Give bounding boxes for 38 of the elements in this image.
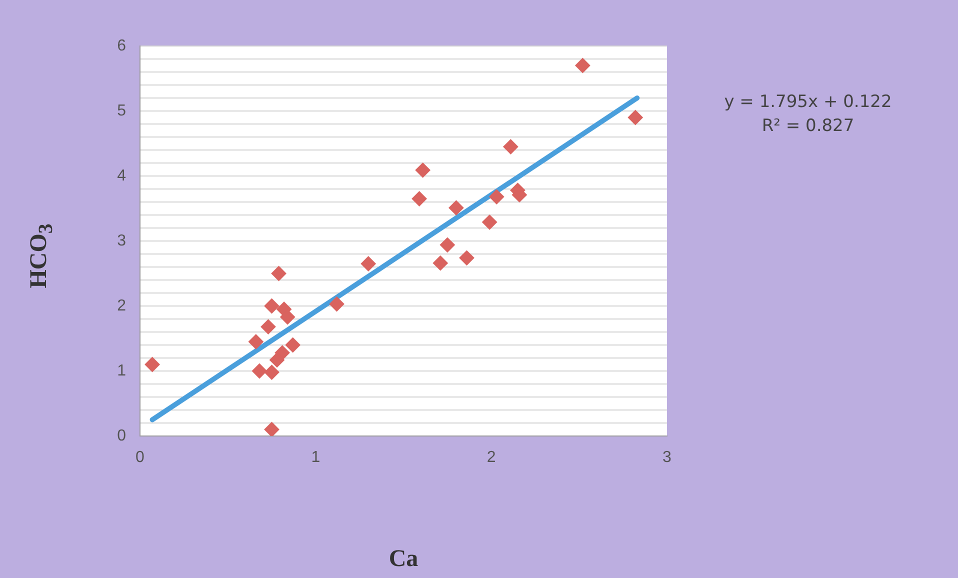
point [248, 334, 264, 350]
point [482, 214, 498, 230]
point [270, 352, 285, 368]
point [260, 319, 276, 334]
point [285, 338, 300, 352]
point [264, 298, 280, 314]
point [489, 189, 504, 204]
point [415, 162, 430, 178]
point [503, 139, 518, 154]
point [575, 58, 590, 73]
point [432, 256, 448, 271]
point [329, 296, 344, 312]
y-tick-label: 0 [117, 427, 126, 444]
x-tick-label: 3 [662, 449, 672, 466]
point [144, 357, 160, 372]
y-tick-label: 1 [117, 362, 126, 380]
y-tick-label: 3 [117, 232, 126, 250]
y-tick-label: 5 [117, 102, 126, 120]
point [252, 364, 267, 378]
x-tick-label: 1 [311, 449, 320, 466]
point [360, 256, 376, 272]
y-tick-label: 6 [117, 37, 126, 54]
x-axis-title: Ca [388, 546, 418, 572]
y-tick-label: 4 [117, 167, 126, 184]
x-tick-label: 2 [486, 449, 496, 466]
point [628, 110, 643, 125]
x-tick-label: 0 [136, 449, 145, 466]
point [264, 364, 280, 380]
text: y = 1.795x + 0.122 [724, 92, 892, 112]
point [271, 266, 286, 281]
point [280, 310, 296, 325]
y-tick-label: 2 [117, 297, 126, 314]
point [459, 250, 474, 266]
point [264, 422, 280, 436]
point [440, 237, 455, 252]
point [448, 200, 464, 216]
point [412, 191, 427, 206]
text: R² = 0.827 [762, 116, 854, 136]
